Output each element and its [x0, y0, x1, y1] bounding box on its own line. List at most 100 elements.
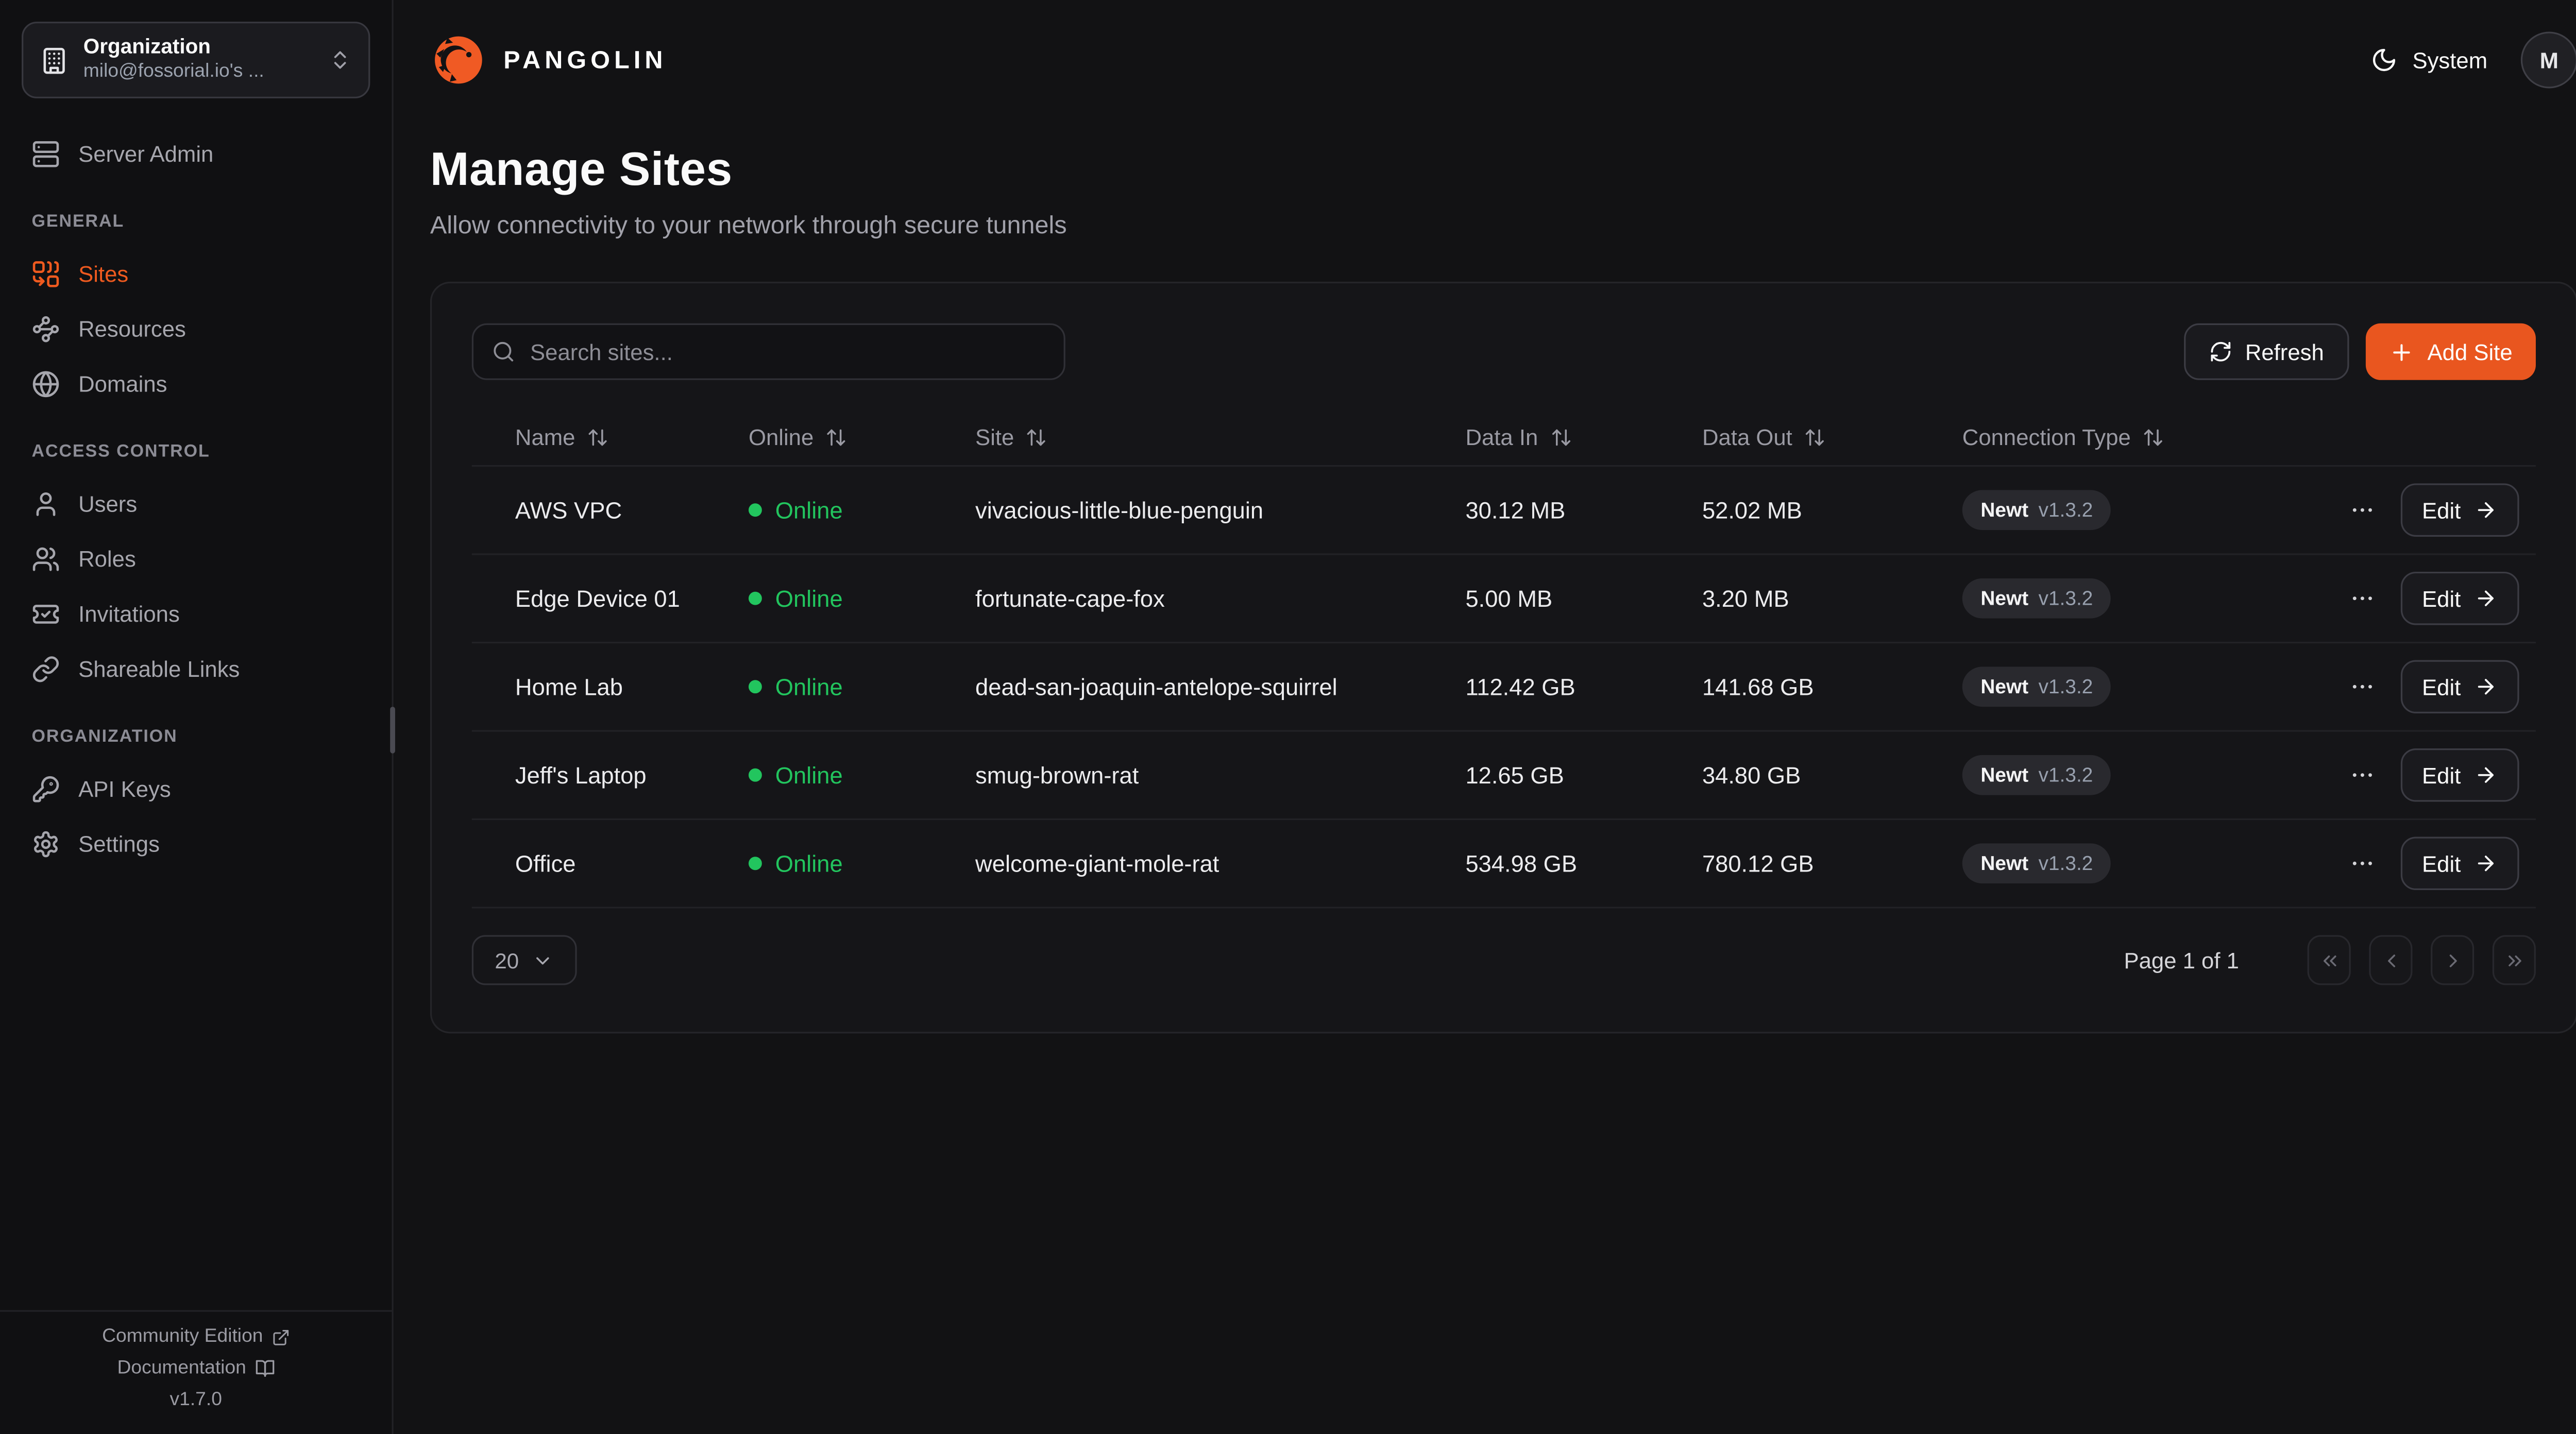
next-page-button[interactable]: [2431, 935, 2475, 985]
sidebar-item-label: Users: [78, 491, 138, 516]
gear-icon: [31, 829, 60, 858]
card-footer: 20 Page 1 of 1: [471, 935, 2536, 985]
org-text: Organization milo@fossorial.io's ...: [83, 35, 314, 86]
cell-connection-type: Newt v1.3.2: [1962, 578, 2346, 619]
sidebar-item-label: Settings: [78, 831, 160, 856]
sidebar-item-settings[interactable]: Settings: [22, 818, 370, 868]
sidebar-item-label: Server Admin: [78, 141, 214, 166]
edit-label: Edit: [2422, 586, 2461, 611]
sidebar-footer: Community Edition Documentation v1.7.0: [0, 1310, 392, 1434]
edit-button[interactable]: Edit: [2400, 660, 2519, 714]
last-page-button[interactable]: [2492, 935, 2536, 985]
table-row: Jeff's Laptop Online smug-brown-rat 12.6…: [471, 732, 2536, 821]
page-size-value: 20: [495, 947, 519, 973]
sites-table: Name Online Site Data In: [471, 410, 2536, 909]
sidebar-item-roles[interactable]: Roles: [22, 534, 370, 584]
cell-site: welcome-giant-mole-rat: [975, 850, 1219, 877]
sidebar-resize-handle[interactable]: [390, 707, 395, 754]
user-icon: [31, 489, 60, 518]
column-header-name[interactable]: Name: [515, 425, 749, 450]
sidebar-item-label: Shareable Links: [78, 656, 240, 681]
row-menu-button[interactable]: [2349, 585, 2376, 612]
cell-name: Office: [515, 850, 576, 877]
page-size-select[interactable]: 20: [471, 935, 577, 985]
row-menu-button[interactable]: [2349, 673, 2376, 700]
avatar-initial: M: [2539, 47, 2559, 73]
sidebar-nav: Server Admin GENERAL Sites Resources Do: [22, 128, 370, 873]
add-site-label: Add Site: [2427, 339, 2513, 365]
moon-icon: [2371, 47, 2398, 74]
sites-combine-icon: [31, 259, 60, 287]
cell-actions: Edit: [2346, 660, 2536, 714]
edit-label: Edit: [2422, 850, 2461, 876]
connection-version: v1.3.2: [2038, 675, 2093, 698]
cell-online: Online: [748, 497, 975, 524]
connection-name: Newt: [1980, 498, 2029, 522]
waypoints-icon: [31, 314, 60, 343]
search-input[interactable]: [530, 339, 1045, 365]
sidebar-item-resources[interactable]: Resources: [22, 303, 370, 353]
theme-label: System: [2412, 47, 2488, 73]
connection-version: v1.3.2: [2038, 763, 2093, 787]
connection-badge: Newt v1.3.2: [1962, 843, 2111, 884]
column-header-label: Name: [515, 425, 575, 450]
section-label-access-control: ACCESS CONTROL: [31, 441, 210, 462]
org-selector[interactable]: Organization milo@fossorial.io's ...: [22, 22, 370, 98]
cell-online: Online: [748, 850, 975, 877]
edit-button[interactable]: Edit: [2400, 483, 2519, 537]
sort-icon: [2143, 426, 2164, 448]
external-link-icon: [272, 1327, 290, 1346]
chevrons-up-down-icon: [328, 48, 351, 72]
refresh-label: Refresh: [2245, 339, 2324, 365]
row-menu-button[interactable]: [2349, 850, 2376, 877]
online-dot-icon: [748, 857, 762, 870]
sidebar-item-domains[interactable]: Domains: [22, 358, 370, 408]
column-header-connection-type[interactable]: Connection Type: [1962, 425, 2346, 450]
brand[interactable]: PANGOLIN: [430, 31, 667, 88]
online-label: Online: [775, 497, 843, 524]
cell-data-out: 52.02 MB: [1702, 497, 1802, 524]
cell-connection-type: Newt v1.3.2: [1962, 843, 2346, 884]
sidebar-item-invitations[interactable]: Invitations: [22, 588, 370, 638]
sidebar: Organization milo@fossorial.io's ... Ser…: [0, 0, 395, 1434]
row-menu-button[interactable]: [2349, 497, 2376, 523]
cell-actions: Edit: [2346, 483, 2536, 537]
cell-data-out: 3.20 MB: [1702, 585, 1789, 612]
documentation-link[interactable]: Documentation: [16, 1358, 375, 1378]
cell-data-in: 12.65 GB: [1465, 761, 1564, 789]
previous-page-button[interactable]: [2369, 935, 2413, 985]
column-header-label: Site: [975, 425, 1014, 450]
first-page-button[interactable]: [2307, 935, 2351, 985]
user-avatar[interactable]: M: [2520, 31, 2576, 89]
edit-button[interactable]: Edit: [2400, 571, 2519, 625]
sidebar-item-sites[interactable]: Sites: [22, 248, 370, 298]
community-edition-link[interactable]: Community Edition: [16, 1327, 375, 1347]
column-header-online[interactable]: Online: [749, 425, 975, 450]
sort-icon: [1804, 426, 1825, 448]
add-site-button[interactable]: Add Site: [2365, 323, 2536, 380]
row-menu-button[interactable]: [2349, 762, 2376, 789]
edit-button[interactable]: Edit: [2400, 836, 2519, 891]
theme-toggle[interactable]: System: [2371, 47, 2488, 74]
sidebar-item-label: Sites: [78, 261, 129, 286]
link-icon: [31, 654, 60, 682]
sidebar-item-api-keys[interactable]: API Keys: [22, 763, 370, 813]
column-header-site[interactable]: Site: [975, 425, 1465, 450]
topbar: PANGOLIN System M: [430, 0, 2576, 120]
sidebar-item-server-admin[interactable]: Server Admin: [22, 128, 370, 178]
online-dot-icon: [748, 768, 762, 782]
cell-connection-type: Newt v1.3.2: [1962, 490, 2346, 531]
cell-data-in: 534.98 GB: [1465, 850, 1578, 877]
column-header-data-out[interactable]: Data Out: [1702, 425, 1962, 450]
cell-data-out: 34.80 GB: [1702, 761, 1801, 789]
pager: Page 1 of 1: [2124, 935, 2536, 985]
arrow-right-icon: [2474, 763, 2497, 787]
edit-button[interactable]: Edit: [2400, 748, 2519, 802]
sidebar-item-shareable-links[interactable]: Shareable Links: [22, 643, 370, 693]
column-header-data-in[interactable]: Data In: [1465, 425, 1702, 450]
cell-actions: Edit: [2346, 748, 2536, 802]
sidebar-item-users[interactable]: Users: [22, 479, 370, 528]
refresh-button[interactable]: Refresh: [2183, 323, 2349, 380]
search-icon: [492, 340, 515, 363]
